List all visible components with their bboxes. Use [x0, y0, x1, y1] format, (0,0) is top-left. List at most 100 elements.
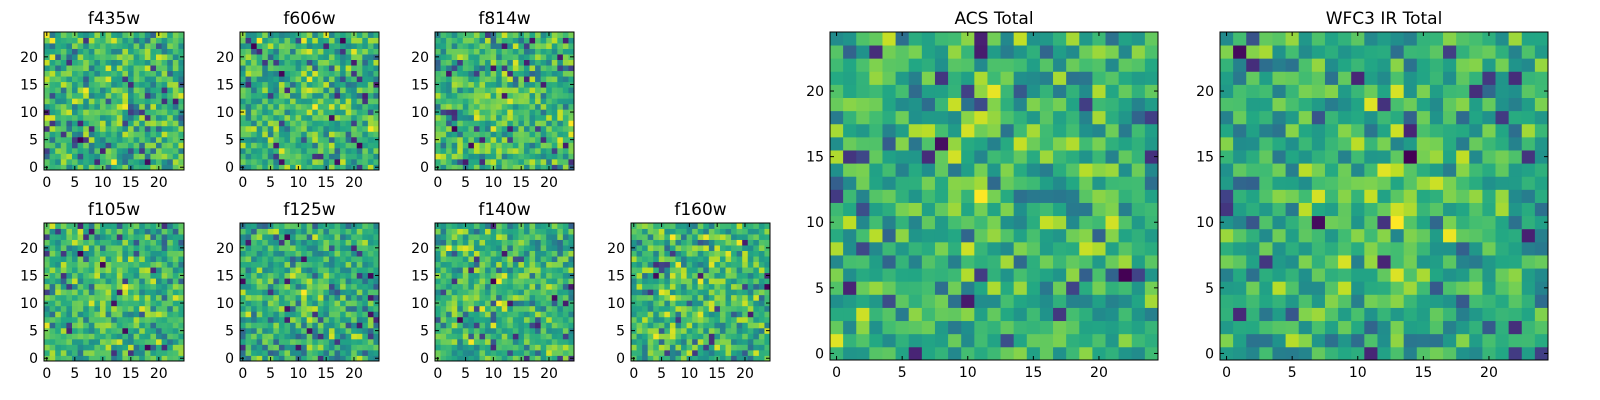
heatmap-cell: [167, 311, 174, 318]
heatmap-cell: [725, 234, 732, 240]
heatmap-cell: [490, 311, 497, 318]
heatmap-cell: [306, 289, 313, 296]
heatmap-cell: [490, 300, 497, 307]
heatmap-cell: [72, 327, 78, 334]
heatmap-cell: [262, 316, 269, 323]
heatmap-cell: [278, 294, 285, 301]
heatmap-cell: [1053, 333, 1067, 348]
heatmap-cell: [490, 278, 497, 285]
heatmap-cell: [60, 316, 67, 323]
heatmap-cell: [1066, 307, 1080, 322]
heatmap-cell: [562, 349, 569, 356]
heatmap-cell: [725, 322, 732, 329]
heatmap-cell: [133, 344, 140, 351]
heatmap-cell: [77, 114, 84, 121]
heatmap-cell: [473, 158, 480, 165]
heatmap-cell: [1144, 281, 1159, 295]
heatmap-cell: [49, 54, 56, 60]
panel-title: f606w: [283, 9, 335, 29]
heatmap-cell: [697, 256, 704, 263]
heatmap-cell: [240, 153, 246, 160]
heatmap-cell: [306, 76, 313, 83]
heatmap-cell: [245, 250, 252, 257]
heatmap-cell: [725, 256, 732, 263]
heatmap-cell: [172, 261, 179, 268]
heatmap-cell: [273, 250, 280, 257]
heatmap-cell: [1105, 163, 1120, 177]
heatmap-cell: [128, 59, 134, 66]
heatmap-cell: [703, 349, 710, 356]
heatmap-cell: [345, 223, 352, 229]
heatmap-cell: [351, 65, 358, 72]
heatmap-cell: [518, 114, 525, 121]
heatmap-cell: [94, 158, 101, 165]
heatmap-cell: [451, 305, 458, 312]
heatmap-cell: [49, 311, 56, 318]
heatmap-cell: [479, 256, 486, 263]
heatmap-cell: [507, 338, 514, 345]
heatmap-cell: [251, 98, 258, 105]
heatmap-cell: [156, 87, 162, 94]
heatmap-cell: [987, 176, 1001, 190]
heatmap-cell: [440, 267, 447, 274]
heatmap-cell: [312, 278, 319, 285]
heatmap-cell: [708, 294, 715, 301]
heatmap-cell: [731, 355, 738, 362]
heatmap-cell: [133, 76, 140, 83]
heatmap-cell: [94, 43, 101, 49]
heatmap-cell: [523, 65, 530, 72]
heatmap-cell: [278, 316, 285, 323]
heatmap-cell: [961, 202, 975, 217]
heatmap-cell: [77, 142, 84, 149]
heatmap-cell: [451, 338, 458, 345]
heatmap-cell: [664, 355, 671, 362]
heatmap-cell: [167, 70, 174, 77]
heatmap-cell: [295, 283, 302, 290]
heatmap-cell: [653, 316, 660, 323]
heatmap-cell: [523, 305, 530, 312]
heatmap-cell: [267, 125, 274, 132]
heatmap-cell: [501, 131, 508, 138]
heatmap-cell: [895, 202, 910, 217]
heatmap-cell: [172, 338, 179, 345]
heatmap-cell: [451, 70, 458, 77]
heatmap-cell: [562, 234, 569, 240]
heatmap-cell: [240, 234, 246, 240]
heatmap-cell: [245, 92, 252, 99]
heatmap-cell: [725, 311, 732, 318]
heatmap-cell: [895, 281, 910, 295]
heatmap-cell: [462, 267, 469, 274]
heatmap-cell: [523, 32, 530, 38]
heatmap-cell: [345, 114, 352, 121]
heatmap-cell: [675, 223, 682, 229]
heatmap-cell: [139, 289, 146, 296]
heatmap-cell: [686, 261, 693, 268]
heatmap-cell: [856, 346, 870, 361]
heatmap-cell: [340, 54, 347, 60]
heatmap-cell: [88, 153, 95, 160]
heatmap-cell: [72, 37, 78, 44]
heatmap-cell: [658, 311, 665, 318]
heatmap-cell: [256, 250, 263, 257]
heatmap-cell: [457, 32, 464, 38]
heatmap-cell: [156, 98, 162, 105]
heatmap-cell: [340, 59, 347, 66]
heatmap-cell: [278, 76, 285, 83]
heatmap-cell: [328, 153, 335, 160]
heatmap-cell: [167, 114, 174, 121]
heatmap-cell: [568, 239, 575, 246]
heatmap-cell: [647, 250, 654, 257]
heatmap-cell: [518, 103, 525, 110]
heatmap-cell: [451, 256, 458, 263]
heatmap-cell: [72, 283, 78, 290]
heatmap-cell: [161, 87, 168, 94]
heatmap-cell: [557, 59, 564, 66]
heatmap-cell: [55, 239, 62, 246]
heatmap-cell: [172, 300, 179, 307]
x-tick-label: 10: [484, 366, 502, 382]
heatmap-cell: [301, 261, 308, 268]
heatmap-cell: [485, 92, 491, 99]
heatmap-cell: [523, 70, 530, 77]
heatmap-cell: [496, 289, 503, 296]
y-tick-label: 10: [216, 105, 234, 121]
